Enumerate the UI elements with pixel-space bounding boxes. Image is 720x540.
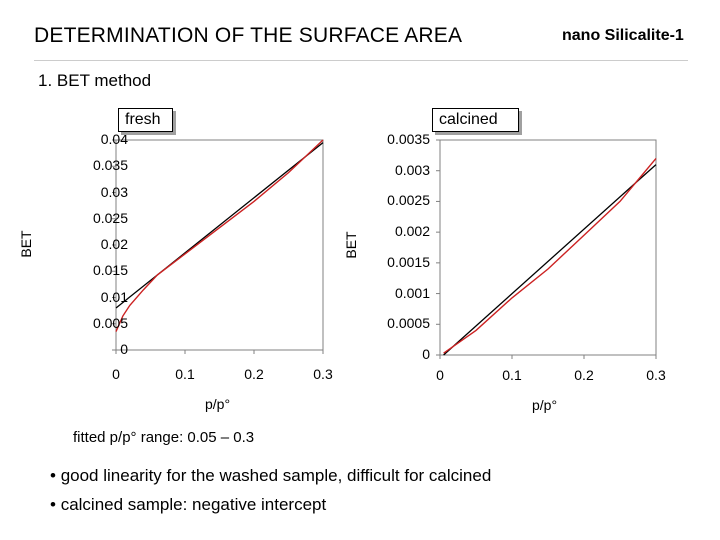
- chart-title-fresh: fresh: [118, 108, 173, 132]
- x-axis-label: p/p°: [532, 397, 558, 413]
- page-title: DETERMINATION OF THE SURFACE AREA: [34, 24, 463, 47]
- x-tick-label: 0.2: [574, 367, 594, 383]
- y-tick-label: 0.0035: [387, 131, 430, 147]
- y-tick-label: 0.003: [394, 161, 430, 178]
- data-line: [443, 157, 657, 354]
- x-axis-label: p/p°: [205, 396, 231, 412]
- y-tick-label: 0: [422, 346, 430, 362]
- fit-range-note: fitted p/p° range: 0.05 – 0.3: [73, 429, 255, 446]
- y-tick-label: 0.0005: [387, 315, 430, 332]
- x-tick-label: 0.3: [313, 366, 333, 382]
- y-tick-label: 0.035: [92, 157, 128, 174]
- finding-item: calcined sample: negative intercept: [50, 490, 491, 519]
- y-tick-label: 0: [120, 341, 128, 357]
- plot-frame: [115, 139, 324, 351]
- x-tick-label: 0: [112, 366, 120, 382]
- header-divider: [34, 60, 688, 61]
- x-tick-label: 0.2: [244, 366, 264, 382]
- fit-line: [115, 142, 324, 309]
- y-tick-label: 0.01: [100, 288, 128, 305]
- findings-list: good linearity for the washed sample, di…: [50, 461, 492, 519]
- page-subtitle: nano Silicalite-1: [562, 27, 684, 44]
- y-tick-label: 0.02: [100, 236, 128, 252]
- x-tick-label: 0.3: [646, 367, 666, 383]
- finding-item: good linearity for the washed sample, di…: [50, 461, 492, 490]
- x-tick-label: 0.1: [502, 367, 522, 383]
- x-tick-label: 0: [436, 367, 444, 383]
- chart-title-calcined: calcined: [432, 108, 519, 132]
- y-tick-label: 0.0015: [387, 253, 430, 270]
- y-tick-label: 0.002: [394, 223, 430, 240]
- y-tick-label: 0.0025: [387, 192, 430, 209]
- y-axis-label: BET: [343, 231, 359, 259]
- data-line: [115, 139, 324, 332]
- y-tick-label: 0.001: [394, 284, 430, 301]
- fit-line: [443, 164, 657, 356]
- plot-frame: [439, 139, 657, 356]
- y-tick-label: 0.04: [100, 131, 128, 147]
- y-tick-label: 0.015: [92, 262, 128, 279]
- section-heading: 1. BET method: [38, 71, 152, 90]
- y-tick-label: 0.025: [92, 209, 128, 226]
- x-tick-label: 0.1: [175, 366, 195, 382]
- y-tick-label: 0.005: [92, 314, 128, 331]
- y-tick-label: 0.03: [100, 183, 128, 200]
- y-axis-label: BET: [18, 230, 34, 258]
